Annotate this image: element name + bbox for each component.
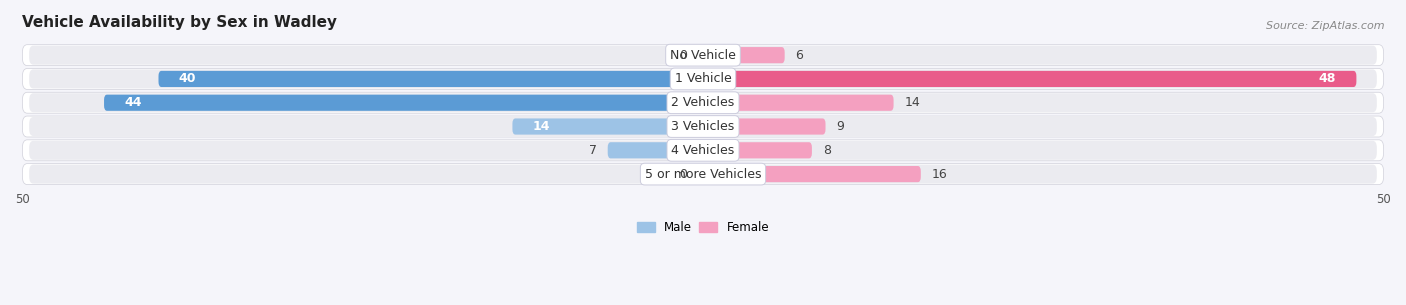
Text: 48: 48 [1319,73,1336,85]
FancyBboxPatch shape [22,45,1384,66]
FancyBboxPatch shape [22,163,1384,185]
FancyBboxPatch shape [22,92,1384,113]
FancyBboxPatch shape [703,142,811,158]
Text: 0: 0 [679,167,686,181]
FancyBboxPatch shape [703,95,894,111]
FancyBboxPatch shape [30,141,1376,160]
FancyBboxPatch shape [703,71,1357,87]
FancyBboxPatch shape [30,93,1376,112]
Text: Source: ZipAtlas.com: Source: ZipAtlas.com [1267,21,1385,31]
Text: 6: 6 [796,49,803,62]
Text: 1 Vehicle: 1 Vehicle [675,73,731,85]
Text: 4 Vehicles: 4 Vehicles [672,144,734,157]
FancyBboxPatch shape [22,140,1384,161]
Text: 2 Vehicles: 2 Vehicles [672,96,734,109]
FancyBboxPatch shape [30,46,1376,65]
Text: 14: 14 [533,120,550,133]
Legend: Male, Female: Male, Female [633,216,773,239]
FancyBboxPatch shape [703,166,921,182]
Text: 44: 44 [125,96,142,109]
Text: 40: 40 [179,73,197,85]
Text: 0: 0 [679,49,686,62]
FancyBboxPatch shape [30,70,1376,88]
FancyBboxPatch shape [703,118,825,135]
FancyBboxPatch shape [159,71,703,87]
Text: 9: 9 [837,120,844,133]
FancyBboxPatch shape [703,47,785,63]
Text: 7: 7 [589,144,596,157]
FancyBboxPatch shape [22,69,1384,89]
FancyBboxPatch shape [30,117,1376,136]
FancyBboxPatch shape [607,142,703,158]
Text: 14: 14 [904,96,920,109]
Text: 16: 16 [932,167,948,181]
FancyBboxPatch shape [22,116,1384,137]
FancyBboxPatch shape [104,95,703,111]
FancyBboxPatch shape [30,165,1376,184]
Text: Vehicle Availability by Sex in Wadley: Vehicle Availability by Sex in Wadley [22,15,337,30]
Text: No Vehicle: No Vehicle [671,49,735,62]
Text: 8: 8 [823,144,831,157]
Text: 5 or more Vehicles: 5 or more Vehicles [645,167,761,181]
FancyBboxPatch shape [512,118,703,135]
Text: 3 Vehicles: 3 Vehicles [672,120,734,133]
